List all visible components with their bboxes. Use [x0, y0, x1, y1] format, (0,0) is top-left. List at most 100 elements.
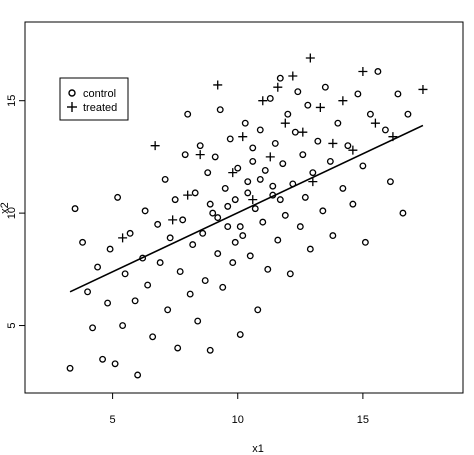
point-control: [229, 259, 237, 267]
y-axis-label: x2: [0, 202, 11, 214]
point-control: [281, 211, 289, 219]
point-control: [334, 119, 342, 127]
point-treated: [315, 102, 325, 112]
point-control: [269, 182, 277, 190]
point-control: [274, 236, 282, 244]
point-control: [354, 90, 362, 98]
fit-line-group: [69, 124, 424, 293]
point-control: [206, 200, 214, 208]
point-control: [299, 151, 307, 159]
point-treated: [280, 118, 290, 128]
point-control: [144, 281, 152, 289]
point-control: [166, 234, 174, 242]
point-control: [199, 229, 207, 237]
point-control: [366, 110, 374, 118]
point-control: [319, 207, 327, 215]
data-points: [66, 53, 428, 379]
point-control: [184, 110, 192, 118]
point-treated: [288, 71, 298, 81]
point-control: [189, 241, 197, 249]
point-control: [66, 364, 74, 372]
point-control: [349, 200, 357, 208]
point-control: [119, 322, 127, 329]
point-treated: [370, 118, 380, 128]
point-control: [399, 209, 407, 217]
point-control: [296, 223, 304, 231]
point-treated: [168, 215, 178, 225]
point-control: [271, 139, 279, 147]
point-control: [386, 178, 394, 186]
point-treated: [305, 53, 315, 63]
point-control: [79, 238, 87, 246]
point-control: [291, 128, 299, 136]
point-control: [114, 193, 122, 201]
point-control: [381, 126, 389, 134]
y-tick-label: 10: [6, 207, 18, 219]
point-treated: [308, 177, 318, 187]
point-control: [254, 306, 262, 314]
point-control: [104, 299, 112, 307]
point-control: [179, 216, 187, 224]
point-control: [236, 223, 244, 231]
point-treated: [228, 168, 238, 178]
point-treated: [418, 84, 428, 94]
point-control: [126, 229, 134, 237]
point-treated: [273, 82, 283, 92]
point-control: [344, 142, 352, 150]
point-control: [304, 101, 312, 109]
y-tick-label: 5: [6, 322, 18, 328]
point-control: [84, 288, 92, 296]
y-tick-label: 15: [6, 95, 18, 107]
point-control: [249, 157, 257, 165]
point-treated: [348, 145, 358, 155]
point-control: [224, 202, 232, 210]
point-control: [154, 220, 162, 228]
point-control: [339, 184, 347, 192]
point-treated: [195, 150, 205, 160]
point-control: [284, 110, 292, 118]
point-control: [329, 232, 337, 240]
legend-label-treated: treated: [83, 102, 117, 114]
point-control: [214, 250, 222, 258]
point-control: [259, 218, 267, 226]
point-control: [246, 252, 254, 260]
point-control: [106, 245, 114, 253]
point-control: [174, 344, 182, 352]
legend-box: [59, 77, 129, 121]
fit-line: [69, 124, 424, 293]
point-control: [231, 238, 239, 246]
point-control: [256, 126, 264, 134]
point-treated: [238, 132, 248, 142]
point-treated: [150, 141, 160, 151]
point-treated: [338, 96, 348, 106]
point-control: [359, 162, 367, 170]
legend-marker-treated: [67, 102, 77, 112]
point-control: [94, 263, 102, 271]
point-control: [394, 90, 402, 98]
point-treated: [265, 152, 275, 162]
point-control: [276, 196, 284, 204]
point-control: [201, 277, 209, 285]
point-control: [161, 175, 169, 183]
point-control: [286, 270, 294, 278]
point-control: [71, 205, 79, 213]
point-control: [261, 166, 269, 174]
point-control: [361, 238, 369, 246]
point-control: [301, 193, 309, 201]
point-control: [131, 297, 139, 305]
point-control: [141, 207, 149, 215]
point-control: [374, 68, 382, 75]
point-control: [149, 333, 157, 341]
legend-label-control: control: [83, 88, 116, 100]
point-control: [196, 142, 204, 150]
point-control: [241, 119, 249, 127]
point-control: [219, 283, 227, 291]
point-control: [89, 324, 97, 332]
point-control: [234, 164, 242, 172]
point-control: [221, 184, 229, 192]
x-tick-label: 15: [357, 414, 369, 426]
point-control: [249, 144, 257, 152]
point-control: [156, 259, 164, 267]
point-control: [191, 189, 199, 197]
